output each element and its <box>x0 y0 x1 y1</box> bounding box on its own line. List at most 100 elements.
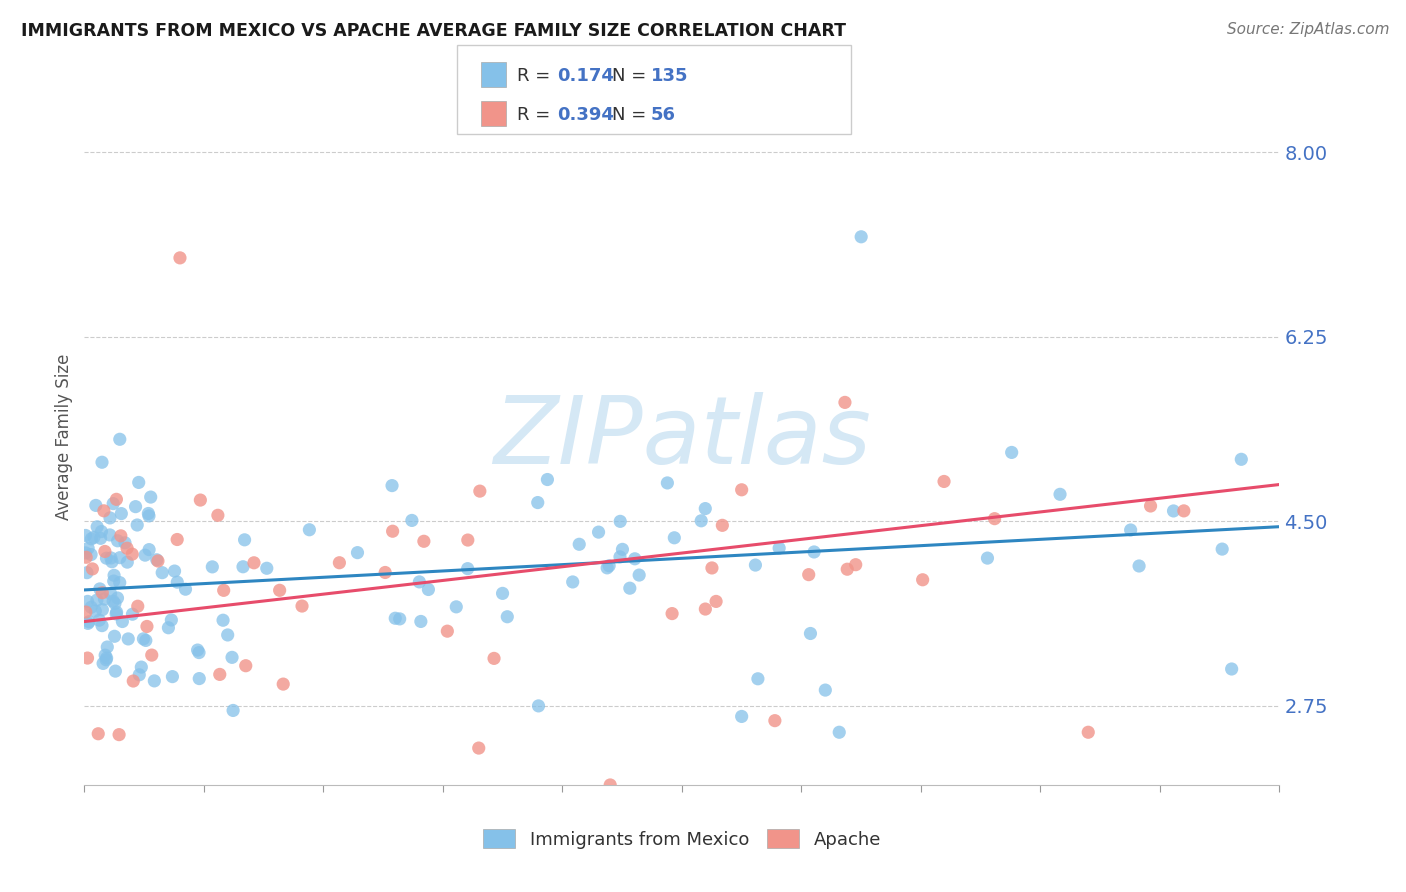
Point <box>93 592 115 607</box>
Point <box>243 556 266 570</box>
Point <box>588 525 610 540</box>
Point <box>127 518 149 533</box>
Point <box>695 602 717 616</box>
Point <box>190 493 212 508</box>
Point <box>596 561 619 575</box>
Point <box>89 582 111 596</box>
Point <box>381 524 404 539</box>
Point <box>1001 445 1024 459</box>
Point <box>91 585 114 599</box>
Point <box>661 607 683 621</box>
Point <box>108 550 131 565</box>
Point <box>388 612 411 626</box>
Point <box>527 698 550 713</box>
Point <box>82 562 104 576</box>
Point <box>695 501 717 516</box>
Point <box>221 650 243 665</box>
Point <box>104 664 127 678</box>
Point <box>93 504 115 518</box>
Point <box>83 530 105 544</box>
Point <box>98 511 121 525</box>
Point <box>101 555 124 569</box>
Legend: Immigrants from Mexico, Apache: Immigrants from Mexico, Apache <box>475 822 889 856</box>
Point <box>664 531 686 545</box>
Point <box>117 555 139 569</box>
Point <box>103 568 125 582</box>
Point <box>77 616 100 631</box>
Point <box>609 514 631 528</box>
Point <box>834 395 856 409</box>
Point <box>409 615 432 629</box>
Point <box>108 728 131 742</box>
Point <box>77 615 100 629</box>
Point <box>803 545 825 559</box>
Point <box>157 621 180 635</box>
Point <box>110 529 132 543</box>
Point <box>851 229 873 244</box>
Point <box>77 541 100 556</box>
Point <box>138 542 160 557</box>
Point <box>110 507 132 521</box>
Point <box>208 667 231 681</box>
Point <box>814 683 837 698</box>
Point <box>828 725 851 739</box>
Point <box>704 594 727 608</box>
Point <box>837 562 859 576</box>
Point <box>114 536 136 550</box>
Point <box>212 613 235 627</box>
Point <box>568 537 591 551</box>
Point <box>768 541 790 555</box>
Point <box>128 475 150 490</box>
Point <box>96 651 118 665</box>
Point <box>131 660 153 674</box>
Point <box>141 648 163 662</box>
Point <box>1230 452 1253 467</box>
Point <box>75 550 97 565</box>
Point <box>1128 559 1150 574</box>
Point <box>619 581 641 595</box>
Point <box>127 599 149 614</box>
Point <box>138 507 160 521</box>
Point <box>108 432 131 446</box>
Text: 135: 135 <box>651 68 689 86</box>
Point <box>1211 542 1233 557</box>
Point <box>105 607 128 621</box>
Point <box>657 475 679 490</box>
Point <box>457 561 479 575</box>
Text: R =: R = <box>517 106 557 124</box>
Point <box>401 513 423 527</box>
Point <box>747 672 769 686</box>
Point <box>128 667 150 681</box>
Point <box>763 714 786 728</box>
Point <box>1119 523 1142 537</box>
Point <box>911 573 934 587</box>
Point <box>457 533 479 547</box>
Point <box>526 495 548 509</box>
Point <box>124 500 146 514</box>
Y-axis label: Average Family Size: Average Family Size <box>55 354 73 520</box>
Point <box>84 499 107 513</box>
Point <box>1173 504 1195 518</box>
Point <box>160 613 183 627</box>
Point <box>90 524 112 539</box>
Point <box>976 551 998 566</box>
Point <box>690 514 713 528</box>
Point <box>101 594 124 608</box>
Point <box>111 615 134 629</box>
Point <box>166 533 188 547</box>
Text: Source: ZipAtlas.com: Source: ZipAtlas.com <box>1226 22 1389 37</box>
Point <box>76 651 98 665</box>
Point <box>222 703 245 717</box>
Point <box>98 528 121 542</box>
Point <box>105 492 128 507</box>
Point <box>136 619 159 633</box>
Point <box>188 646 211 660</box>
Point <box>86 593 108 607</box>
Point <box>412 534 434 549</box>
Point <box>628 568 651 582</box>
Point <box>75 546 97 560</box>
Point <box>135 633 157 648</box>
Point <box>269 583 291 598</box>
Point <box>845 558 868 572</box>
Point <box>446 599 468 614</box>
